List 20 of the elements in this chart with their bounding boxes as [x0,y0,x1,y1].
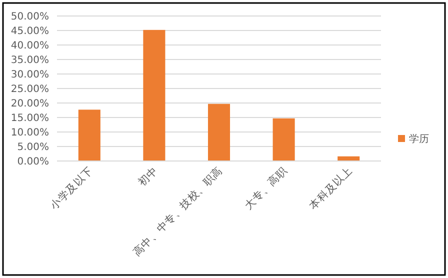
y-tick-label: 25.00% [10,84,49,95]
bar [143,30,166,161]
y-tick-label: 45.00% [10,26,49,37]
y-tick-label: 15.00% [10,113,49,124]
x-tick-label: 小学及以下 [47,164,96,212]
y-tick-label: 30.00% [10,70,49,80]
y-tick-label: 10.00% [10,128,49,138]
y-tick-label: 40.00% [10,40,49,52]
y-tick-label: 5.00% [17,142,49,153]
x-tick-label: 大专、高职 [242,164,290,212]
x-tick-label: 本科及以上 [306,164,355,212]
bar [78,110,100,161]
legend-label: 学历 [409,133,429,145]
y-tick-label: 50.00% [10,12,49,22]
y-tick-label: 0.00% [17,156,49,168]
bar [208,104,230,161]
y-tick-label: 35.00% [10,55,49,66]
bar [272,118,295,161]
y-tick-label: 20.00% [10,98,49,110]
x-tick-label: 初中 [136,164,160,189]
